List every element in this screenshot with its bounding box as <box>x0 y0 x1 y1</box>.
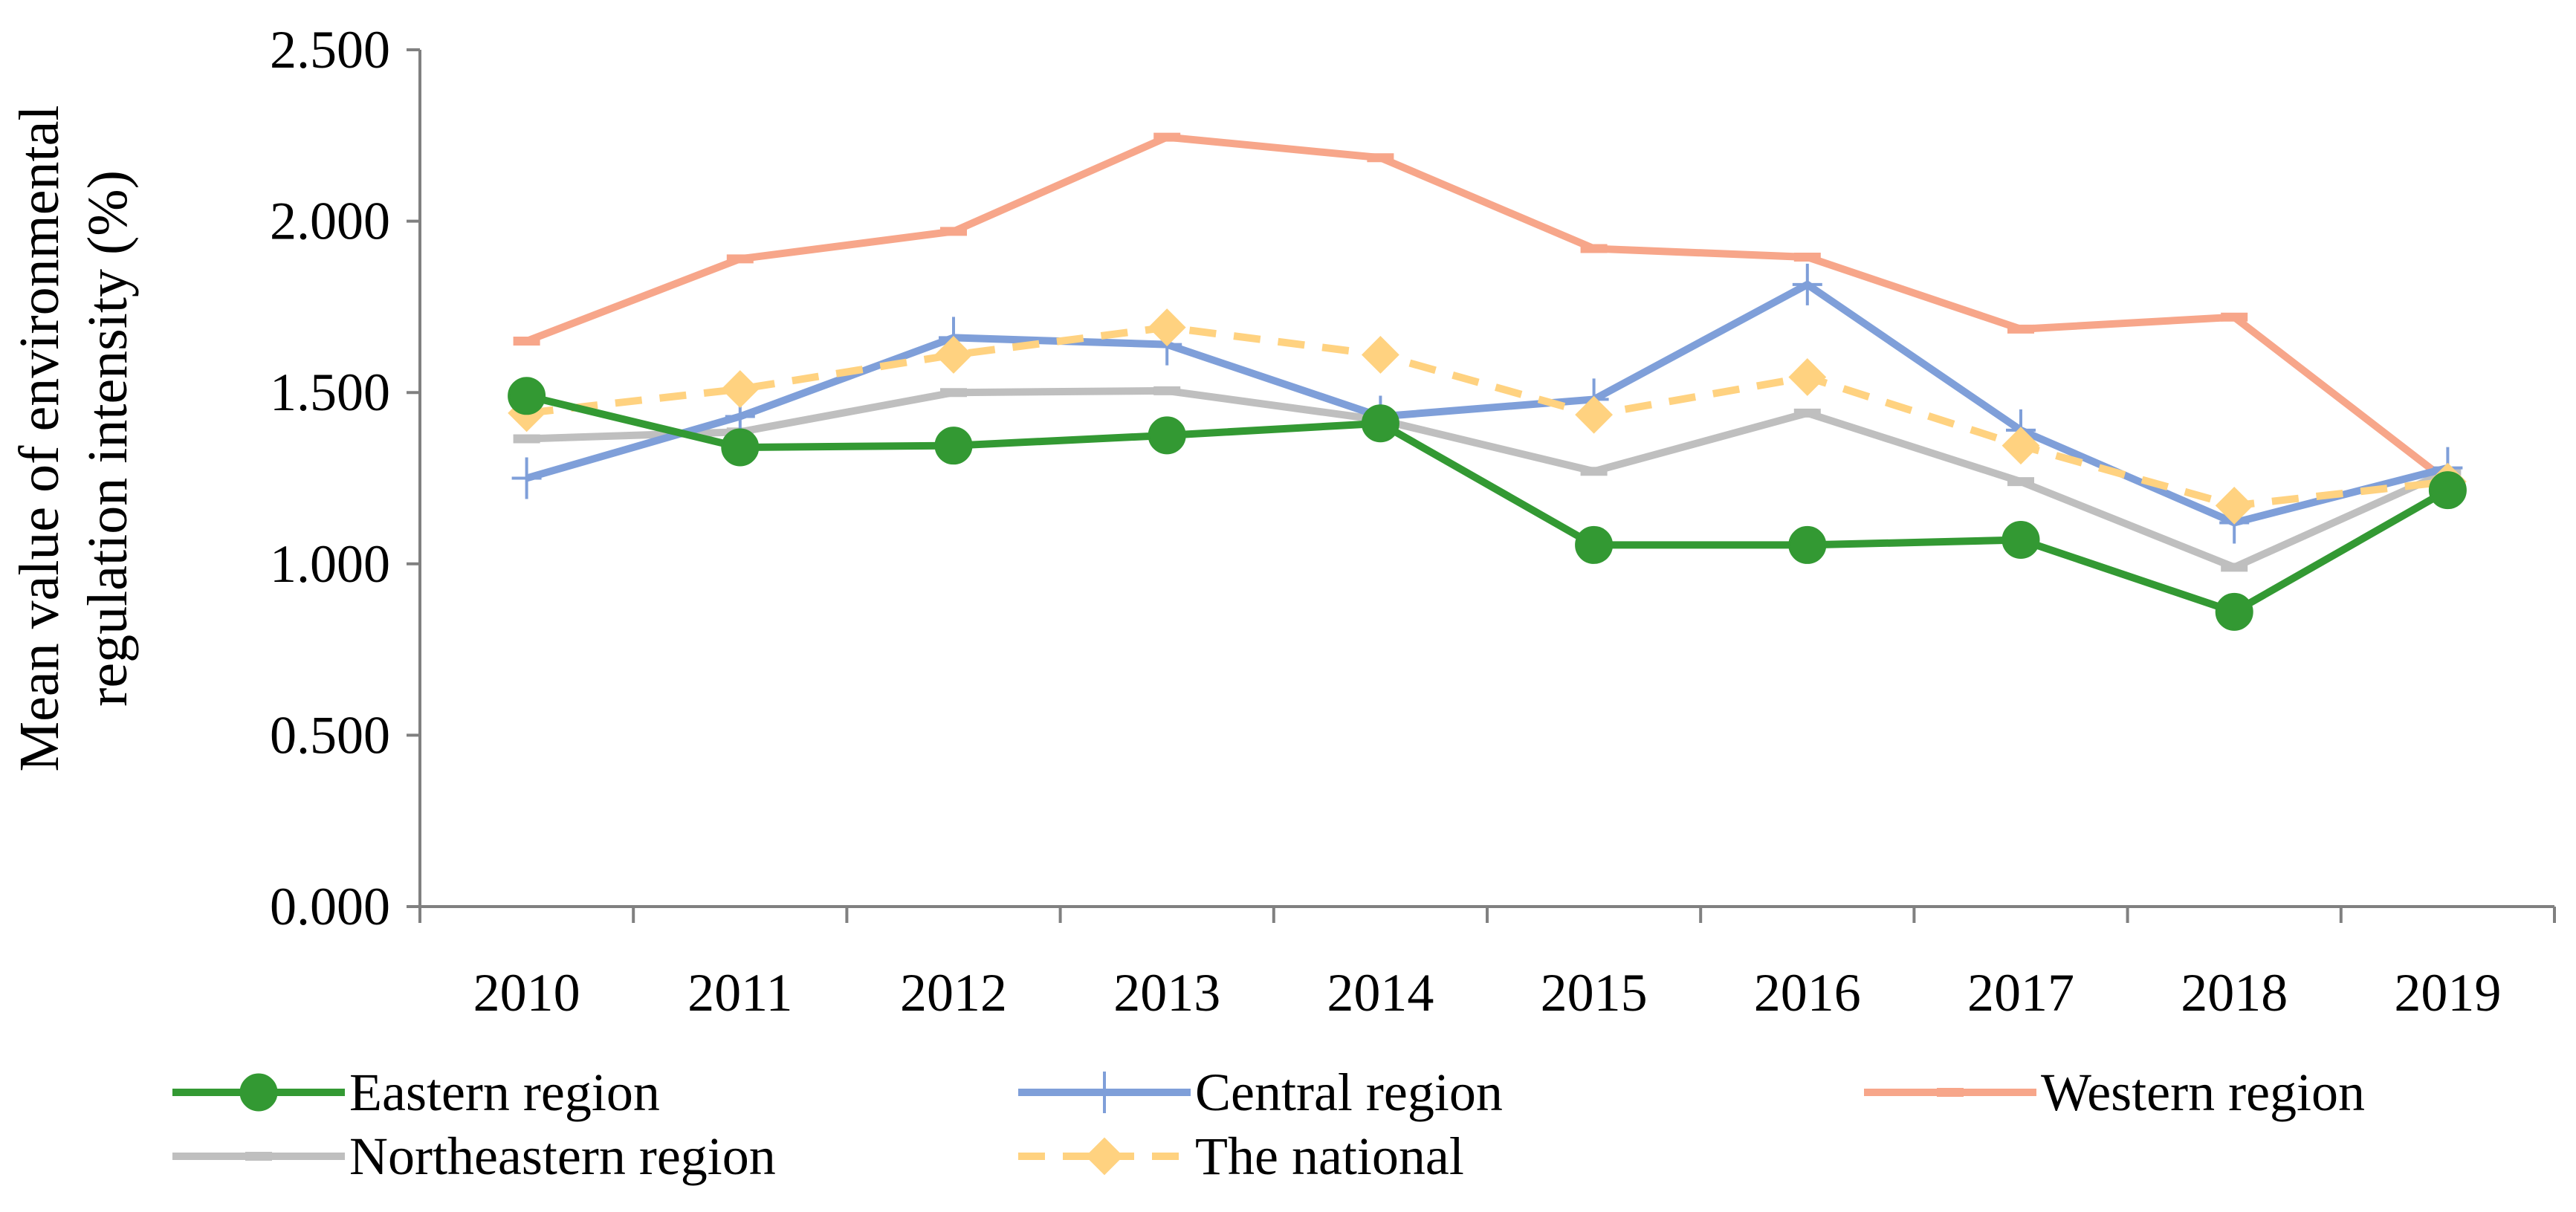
series-line-the-national <box>526 323 2448 510</box>
data-point-eastern-region <box>2428 471 2467 510</box>
series-line-eastern-region <box>525 392 2450 616</box>
series-line-northeastern-region <box>526 386 2450 571</box>
x-tick-label: 2018 <box>2181 963 2288 1023</box>
legend-marker <box>239 1073 278 1112</box>
series-northeastern-region <box>513 386 2462 572</box>
legend: Eastern region Central region Western regi… <box>172 1063 2365 1186</box>
x-tick-label: 2017 <box>1967 963 2074 1023</box>
data-point-eastern-region <box>1361 404 1399 443</box>
legend-label: Central region <box>1195 1063 1503 1122</box>
series-line-central-region <box>525 280 2449 527</box>
data-point-the-national <box>2001 427 2040 465</box>
legend-item-northeastern-region: Northeastern region <box>172 1127 776 1186</box>
x-tick-label: 2010 <box>473 963 580 1023</box>
y-tick-label: 1.500 <box>270 363 390 422</box>
data-point-central-region <box>1792 263 1822 305</box>
data-point-the-national <box>934 336 973 374</box>
axes: 0.000 0.500 1.000 1.500 2.000 2.500 2010 2011 20… <box>270 20 2556 1023</box>
legend-marker <box>1090 1072 1119 1113</box>
y-tick-label: 1.000 <box>270 534 390 594</box>
data-point-the-national <box>1361 336 1399 374</box>
data-point-eastern-region <box>2215 592 2253 631</box>
data-point-eastern-region <box>2001 521 2040 560</box>
y-tick-label: 0.500 <box>270 705 390 765</box>
legend-item-central-region: Central region <box>1018 1063 1503 1122</box>
y-axis-label: Mean value of environmental regulation i… <box>8 106 139 772</box>
data-point-the-national <box>1148 308 1186 346</box>
data-point-central-region <box>511 457 542 499</box>
data-point-eastern-region <box>508 377 546 415</box>
data-point-eastern-region <box>1788 525 1827 564</box>
legend-label: Eastern region <box>349 1063 660 1122</box>
legend-label: The national <box>1195 1127 1464 1186</box>
data-point-eastern-region <box>1575 525 1614 564</box>
x-tick-label: 2015 <box>1541 963 1648 1023</box>
series-line-western-region <box>525 133 2450 485</box>
legend-label: Northeastern region <box>349 1127 776 1186</box>
y-tick-label: 2.500 <box>270 20 390 80</box>
x-tick-label: 2012 <box>900 963 1007 1023</box>
data-point-eastern-region <box>934 427 973 465</box>
series-the-national <box>508 308 2467 525</box>
legend-item-western-region: Western region <box>1864 1063 2365 1122</box>
legend-item-the-national: The national <box>1018 1127 1464 1186</box>
y-tick-label: 2.000 <box>270 192 390 251</box>
x-tick-label: 2019 <box>2394 963 2501 1023</box>
legend-label: Western region <box>2041 1063 2365 1122</box>
series-eastern-region <box>508 377 2467 631</box>
x-tick-label: 2014 <box>1327 963 1434 1023</box>
data-point-the-national <box>2215 486 2253 525</box>
data-point-eastern-region <box>1148 416 1186 455</box>
y-axis-label-line-2: regulation intensity (%) <box>77 170 139 707</box>
data-point-eastern-region <box>721 428 760 467</box>
x-tick-label: 2013 <box>1113 963 1220 1023</box>
x-tick-label: 2011 <box>687 963 792 1023</box>
legend-marker <box>1085 1137 1124 1176</box>
x-tick-label: 2016 <box>1754 963 1861 1023</box>
data-point-the-national <box>1575 395 1614 434</box>
data-point-the-national <box>1788 358 1827 396</box>
series-group <box>508 132 2467 631</box>
y-tick-label: 0.000 <box>270 877 390 936</box>
y-axis-label-line-1: Mean value of environmental <box>8 106 71 772</box>
series-central-region <box>511 263 2463 544</box>
series-western-region <box>513 132 2462 487</box>
legend-item-eastern-region: Eastern region <box>172 1063 660 1122</box>
data-point-the-national <box>721 370 760 409</box>
